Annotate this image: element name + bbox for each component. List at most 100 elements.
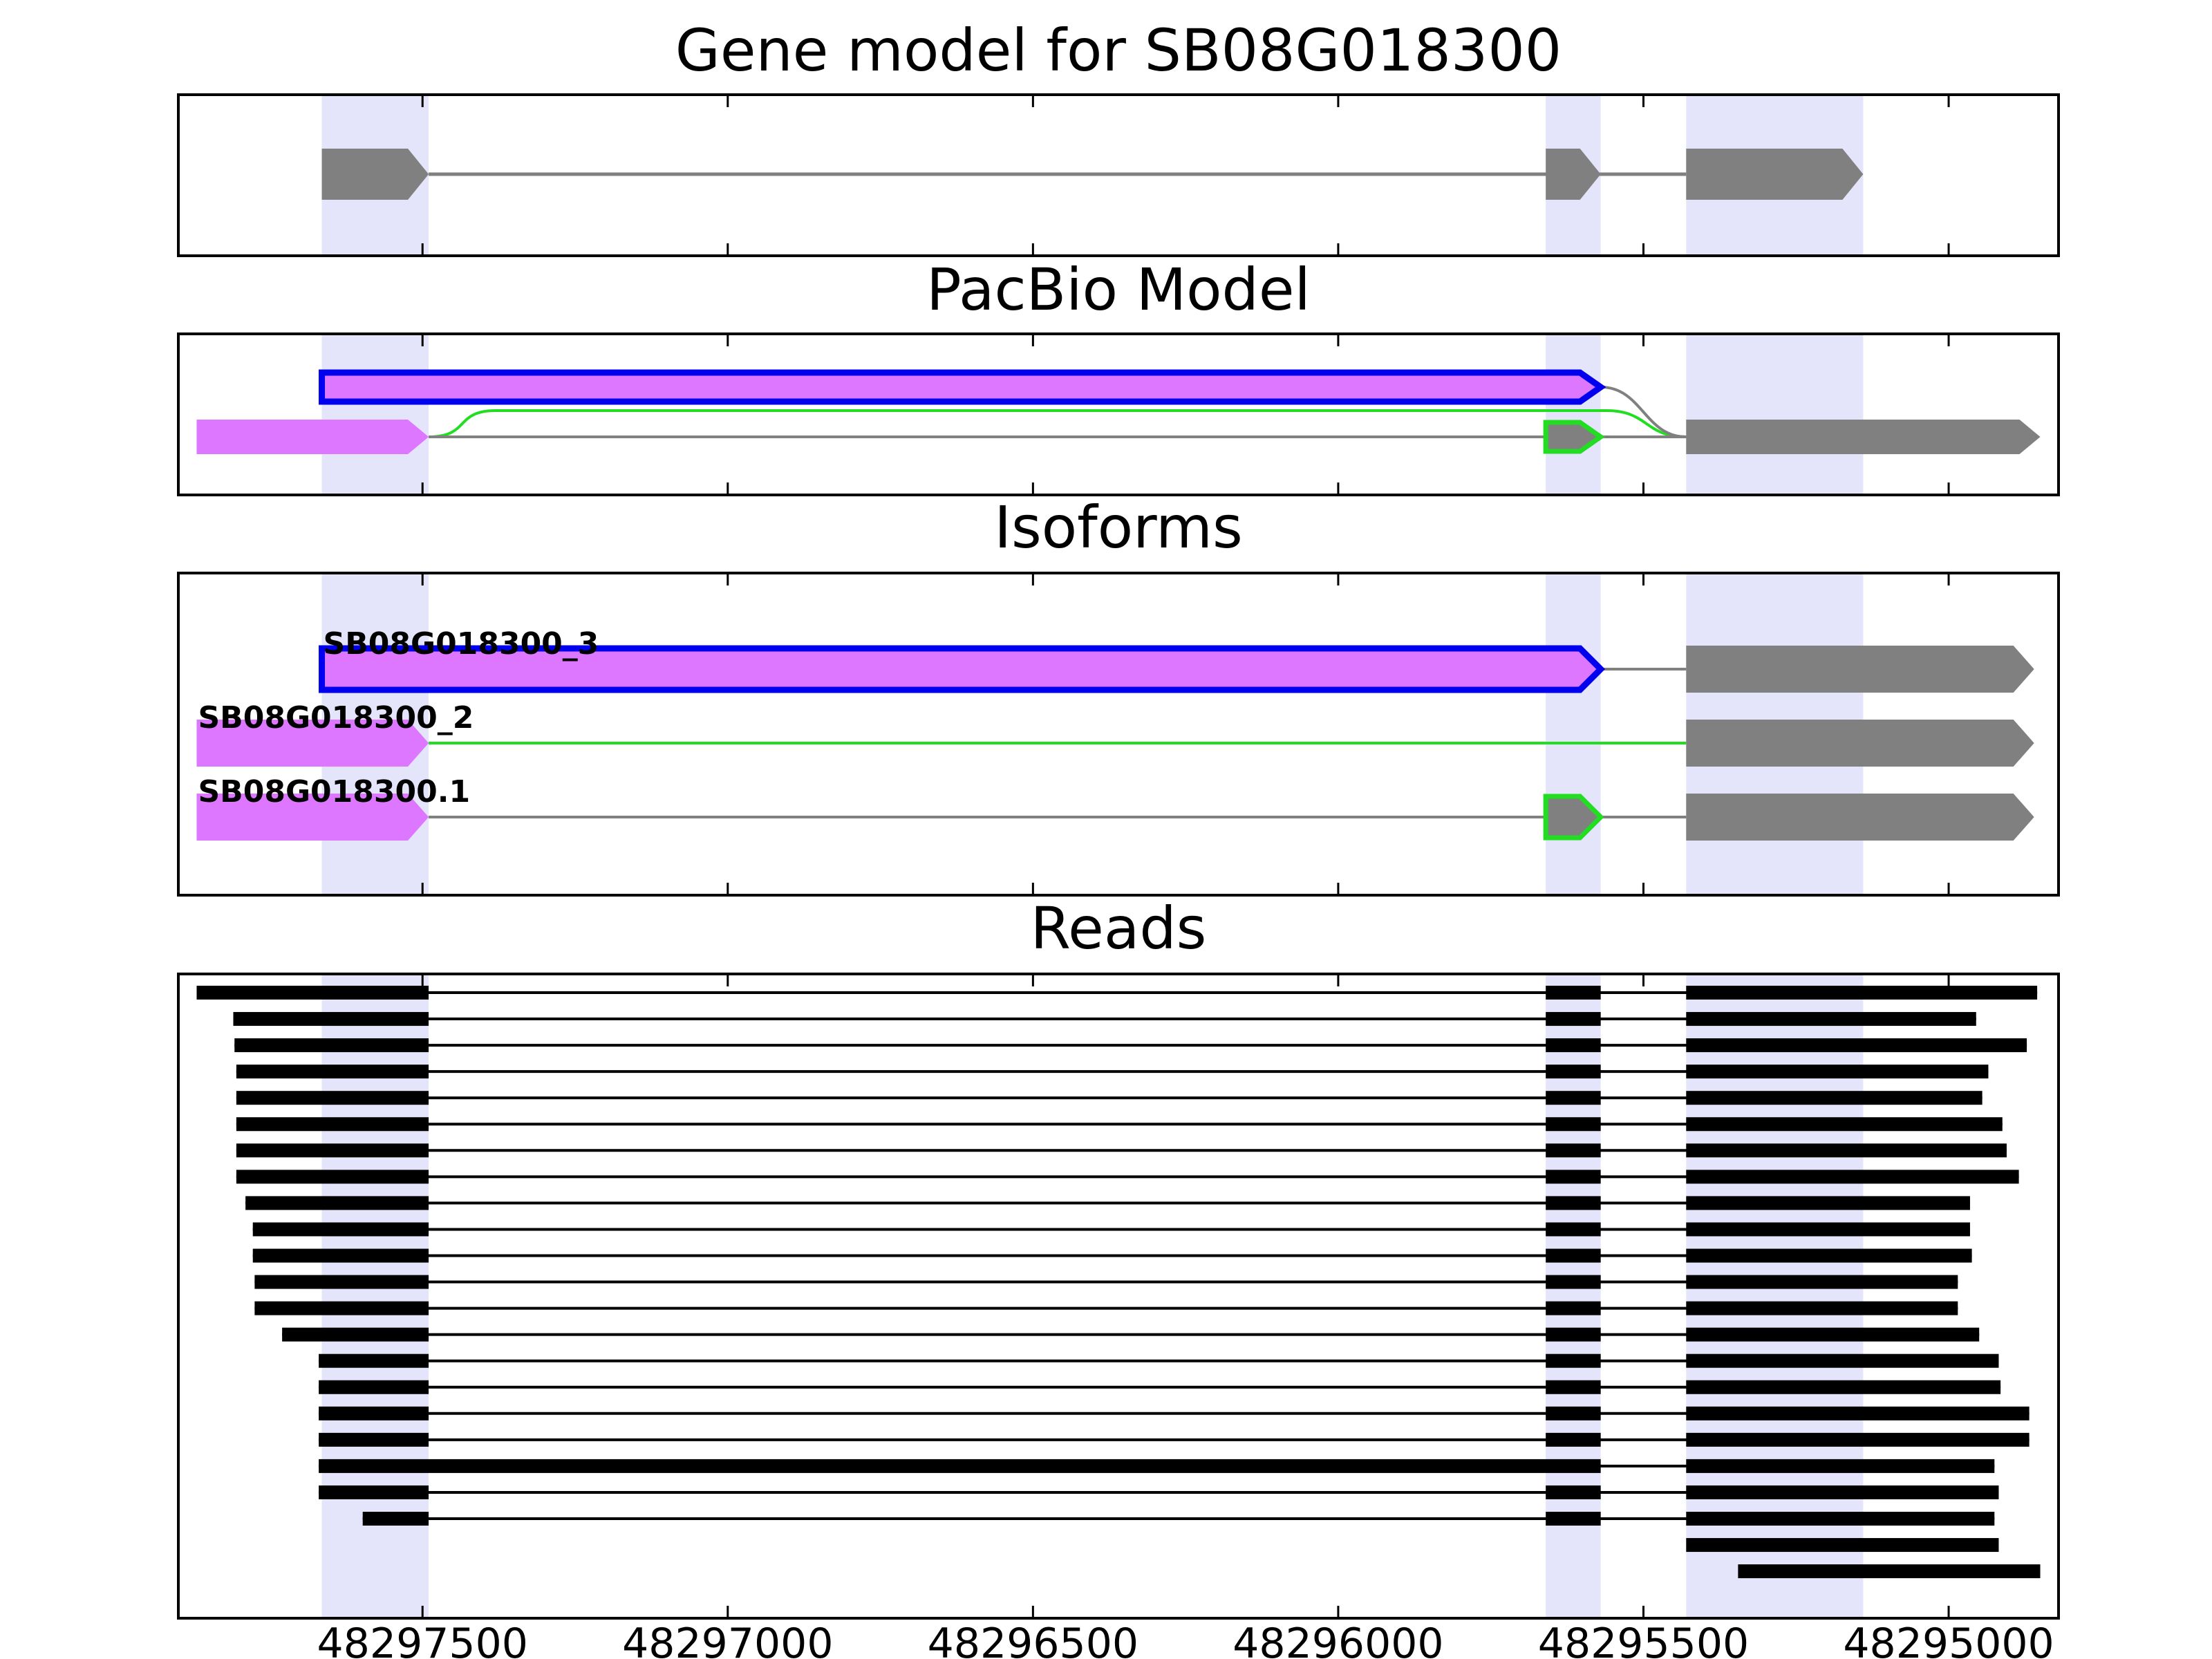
read-8-block-3 <box>1686 1170 2019 1184</box>
read-18-block-1 <box>319 1432 429 1447</box>
pacbio-highlight-3 <box>1686 335 1864 494</box>
gene-model-exon-2 <box>1546 149 1601 200</box>
gene-model-plot <box>321 96 1864 254</box>
read-7-block-1 <box>236 1143 429 1158</box>
pacbio-exon-last <box>1686 420 2041 454</box>
isoforms-frame <box>177 572 2060 897</box>
read-5-block-2 <box>1546 1091 1601 1105</box>
read-8-block-1 <box>236 1170 429 1184</box>
x-tick-label-6: 48295000 <box>1843 1620 2054 1659</box>
gene-model-title: Gene model for SB08G018300 <box>675 17 1562 84</box>
read-15-block-3 <box>1686 1353 1999 1368</box>
read-4-block-1 <box>236 1065 429 1079</box>
read-7-block-3 <box>1686 1143 2007 1158</box>
read-16-block-2 <box>1546 1380 1601 1394</box>
x-tick-label-2: 48297000 <box>622 1620 833 1659</box>
pacbio-junction-green <box>429 409 1687 438</box>
x-tick-label-4: 48296000 <box>1232 1620 1443 1659</box>
pacbio-model-frame <box>177 332 2060 496</box>
read-19-block-2 <box>1686 1459 1995 1473</box>
read-3-block-1 <box>234 1038 429 1053</box>
read-21-block-3 <box>1686 1512 1995 1526</box>
isoform-label-2: SB08G018300_2 <box>198 700 474 735</box>
read-9-block-1 <box>245 1196 429 1210</box>
isoform-3-exon-3 <box>1686 794 2034 841</box>
read-10-block-1 <box>252 1222 429 1237</box>
x-tick-label-3: 48296500 <box>928 1620 1138 1659</box>
read-16-block-3 <box>1686 1380 2001 1394</box>
read-6-block-2 <box>1546 1117 1601 1132</box>
isoform-label-3: SB08G018300.1 <box>198 774 470 809</box>
read-5-block-1 <box>236 1091 429 1105</box>
reads-highlight-1 <box>321 975 429 1617</box>
read-12-block-3 <box>1686 1275 1958 1289</box>
read-14-block-1 <box>282 1327 429 1342</box>
read-11-block-3 <box>1686 1248 1972 1263</box>
isoform-1-exon-2 <box>1686 646 2034 693</box>
pacbio-model-plot <box>196 335 2041 494</box>
read-12-block-1 <box>254 1275 429 1289</box>
reads-plot <box>196 975 2041 1617</box>
read-15-block-2 <box>1546 1353 1601 1368</box>
read-14-block-3 <box>1686 1327 1980 1342</box>
gene-model-exon-1 <box>321 149 429 200</box>
isoform-2-exon-2 <box>1686 720 2034 767</box>
read-20-block-1 <box>319 1485 429 1499</box>
read-7-block-2 <box>1546 1143 1601 1158</box>
isoforms-highlight-2 <box>1546 574 1601 894</box>
read-21-block-1 <box>362 1512 429 1526</box>
read-3-block-3 <box>1686 1038 2027 1053</box>
isoforms-title: Isoforms <box>994 494 1243 561</box>
isoform-3-exon-1 <box>196 794 429 841</box>
read-9-block-2 <box>1546 1196 1601 1210</box>
read-17-block-1 <box>319 1406 429 1421</box>
read-14-block-2 <box>1546 1327 1601 1342</box>
read-2-block-1 <box>233 1012 429 1027</box>
read-2-block-2 <box>1546 1012 1601 1027</box>
pacbio-exon-small <box>1543 420 1605 454</box>
read-19-block-1 <box>319 1459 1601 1473</box>
pacbio-model-title: PacBio Model <box>926 256 1311 324</box>
read-20-block-2 <box>1546 1485 1601 1499</box>
read-5-block-3 <box>1686 1091 1983 1105</box>
pacbio-highlight-2 <box>1546 335 1601 494</box>
read-17-block-3 <box>1686 1406 2030 1421</box>
read-18-block-3 <box>1686 1432 2030 1447</box>
read-1-block-2 <box>1546 986 1601 1000</box>
reads-highlight-3 <box>1686 975 1864 1617</box>
read-11-block-2 <box>1546 1248 1601 1263</box>
read-1-block-3 <box>1686 986 2038 1000</box>
read-2-block-3 <box>1686 1012 1976 1027</box>
read-13-block-2 <box>1546 1301 1601 1315</box>
reads-highlight-2 <box>1546 975 1601 1617</box>
x-tick-label-1: 48297500 <box>317 1620 528 1659</box>
read-13-block-3 <box>1686 1301 1958 1315</box>
read-4-block-3 <box>1686 1065 1989 1079</box>
read-22-block-1 <box>1686 1538 1999 1553</box>
read-10-block-2 <box>1546 1222 1601 1237</box>
isoform-3-exon-2 <box>1543 794 1604 841</box>
read-11-block-1 <box>252 1248 429 1263</box>
pacbio-junction-grey-3 <box>1600 386 1687 438</box>
read-10-block-3 <box>1686 1222 1970 1237</box>
isoform-2-exon-1 <box>196 720 429 767</box>
read-9-block-3 <box>1686 1196 1970 1210</box>
read-4-block-2 <box>1546 1065 1601 1079</box>
pacbio-exon-novel <box>319 369 1606 405</box>
pacbio-exon-first <box>196 420 429 454</box>
read-12-block-2 <box>1546 1275 1601 1289</box>
pacbio-highlight-1 <box>321 335 429 494</box>
x-axis-ticks: 48297500 48297000 48296500 48296000 48295500… <box>317 95 2054 1659</box>
read-6-block-1 <box>236 1117 429 1132</box>
reads-title: Reads <box>1031 894 1207 962</box>
isoform-1-exon-1 <box>319 645 1606 693</box>
read-18-block-2 <box>1546 1432 1601 1447</box>
read-15-block-1 <box>319 1353 429 1368</box>
read-20-block-3 <box>1686 1485 1999 1499</box>
x-tick-label-5: 48295500 <box>1538 1620 1749 1659</box>
read-21-block-2 <box>1546 1512 1601 1526</box>
read-3-block-2 <box>1546 1038 1601 1053</box>
read-16-block-1 <box>319 1380 429 1394</box>
read-13-block-1 <box>254 1301 429 1315</box>
